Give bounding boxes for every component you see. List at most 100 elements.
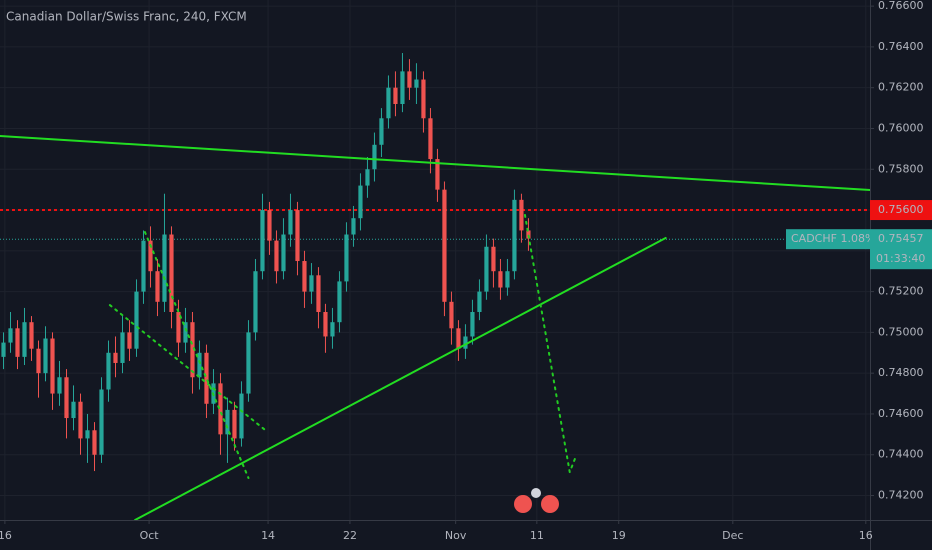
candle-body	[463, 336, 468, 349]
candle-body	[421, 79, 426, 119]
candle-body	[50, 338, 55, 394]
candle-body	[484, 246, 489, 292]
x-tick-label: Oct	[140, 529, 160, 542]
candle-body	[29, 322, 34, 349]
candle-body	[372, 144, 377, 170]
candle-body	[358, 185, 363, 219]
x-tick-label: 11	[530, 529, 544, 542]
candle-body	[92, 430, 97, 455]
candle-body	[323, 312, 328, 337]
candle-body	[78, 401, 83, 439]
event-icon	[541, 495, 559, 513]
candle-body	[407, 71, 412, 88]
candle-body	[295, 210, 300, 262]
candle-body	[428, 118, 433, 160]
x-tick-label: 16	[859, 529, 873, 542]
candle-body	[169, 234, 174, 312]
y-tick-label: 0.74600	[878, 407, 924, 420]
countdown-label: 01:33:40	[876, 252, 925, 265]
plot-area	[0, 0, 871, 521]
candle-body	[64, 377, 69, 419]
candle-body	[435, 159, 440, 190]
candle-body	[85, 430, 90, 439]
candle-body	[393, 87, 398, 104]
candle-body	[456, 328, 461, 349]
candle-body	[498, 271, 503, 288]
candle-body	[246, 332, 251, 394]
candle-body	[127, 332, 132, 349]
symbol-badge	[786, 229, 870, 250]
x-tick-label: 22	[343, 529, 357, 542]
candle-body	[512, 199, 517, 272]
candle-body	[225, 409, 230, 435]
trend-line	[134, 236, 667, 521]
candle-body	[106, 352, 111, 390]
candle-body	[204, 352, 209, 404]
event-icon	[531, 488, 541, 498]
candle-body	[183, 322, 188, 343]
candle-body	[519, 199, 524, 231]
y-tick-label: 0.76600	[878, 0, 924, 12]
trend-line	[0, 135, 871, 192]
candle-body	[99, 389, 104, 455]
candle-body	[281, 234, 286, 272]
candle-body	[442, 189, 447, 302]
candle-body	[155, 271, 160, 302]
candle-body	[253, 271, 258, 333]
candle-body	[449, 301, 454, 329]
x-tick-label: 14	[261, 529, 275, 542]
candle-body	[113, 352, 118, 363]
candle-body	[337, 281, 342, 323]
candle-body	[218, 383, 223, 435]
candle-body	[379, 118, 384, 145]
candle-body	[162, 234, 167, 302]
candle-body	[22, 322, 27, 357]
candle-body	[309, 275, 314, 292]
y-tick-label: 0.74200	[878, 489, 924, 502]
candle-body	[344, 234, 349, 282]
candle-body	[8, 328, 13, 343]
y-tick-label: 0.76400	[878, 40, 924, 53]
candle-body	[386, 87, 391, 119]
trend-line	[143, 231, 250, 479]
x-tick-label: 19	[612, 529, 626, 542]
candle-body	[351, 218, 356, 235]
y-tick-label: 0.74400	[878, 448, 924, 461]
last-price-badge	[870, 229, 932, 270]
chart-title: Canadian Dollar/Swiss Franc, 240, FXCM	[6, 10, 247, 24]
event-icon	[514, 495, 532, 513]
y-tick-label: 0.74800	[878, 366, 924, 379]
candle-body	[134, 291, 139, 349]
candle-body	[330, 322, 335, 337]
candle-body	[260, 210, 265, 272]
candle-body	[43, 338, 48, 374]
candle-body	[477, 291, 482, 312]
candle-body	[414, 79, 419, 88]
y-tick-label: 0.75200	[878, 285, 924, 298]
candle-body	[15, 328, 20, 357]
candle-body	[316, 275, 321, 312]
candle-body	[365, 169, 370, 186]
y-tick-label: 0.75800	[878, 162, 924, 175]
x-tick-label: Dec	[722, 529, 743, 542]
candle-body	[400, 71, 405, 104]
candle-body	[491, 246, 496, 272]
candle-body	[120, 332, 125, 363]
candle-body	[57, 377, 62, 394]
symbol-label: CADCHF 1.08%	[791, 232, 875, 245]
last-price-label: 0.75457	[878, 232, 924, 245]
candle-body	[148, 240, 153, 272]
candle-body	[526, 230, 531, 239]
resistance-badge	[870, 200, 932, 221]
candle-body	[36, 348, 41, 374]
candle-body	[141, 240, 146, 292]
trend-line	[523, 213, 577, 476]
y-tick-label: 0.76200	[878, 81, 924, 94]
candle-body	[176, 312, 181, 343]
candle-body	[71, 401, 76, 419]
candle-body	[190, 322, 195, 378]
candle-body	[197, 352, 202, 378]
candle-body	[274, 240, 279, 272]
